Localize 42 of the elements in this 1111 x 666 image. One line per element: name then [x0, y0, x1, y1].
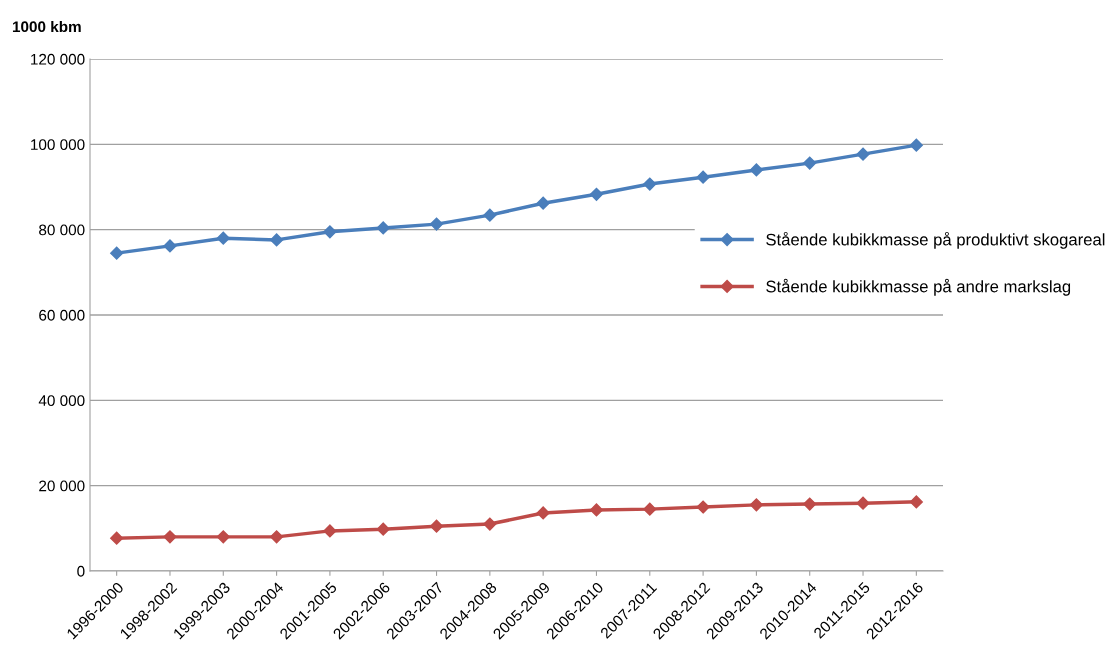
point — [749, 498, 763, 512]
point — [216, 530, 230, 544]
point — [749, 163, 763, 177]
point — [483, 208, 497, 222]
point — [536, 196, 550, 210]
point — [909, 495, 923, 509]
point — [163, 239, 177, 253]
point — [110, 531, 124, 545]
point — [696, 170, 710, 184]
point — [270, 530, 284, 544]
point — [429, 217, 444, 231]
point — [323, 524, 337, 538]
point — [536, 506, 550, 520]
point — [216, 231, 230, 245]
y-tick-label: 80 000 — [39, 224, 85, 236]
point — [376, 221, 390, 235]
y-tick-label: 20 000 — [39, 480, 85, 492]
legend-label: Stående kubikkmasse på produktivt skogareal — [766, 231, 1105, 249]
point — [856, 496, 870, 510]
point — [270, 233, 284, 247]
point — [589, 503, 604, 517]
point — [803, 156, 817, 170]
point — [856, 147, 870, 161]
point — [483, 517, 497, 531]
point — [696, 500, 710, 514]
point — [589, 187, 604, 201]
y-tick-label: 0 — [77, 565, 85, 577]
point — [163, 530, 177, 544]
y-axis-title: 1000 kbm — [12, 20, 81, 33]
point — [909, 138, 923, 152]
point — [643, 502, 657, 516]
point — [643, 177, 657, 191]
point — [376, 522, 390, 536]
point — [110, 246, 124, 260]
legend-label: Stående kubikkmasse på andre markslag — [766, 278, 1071, 296]
point — [803, 497, 817, 511]
point — [323, 225, 337, 239]
y-tick-label: 60 000 — [39, 309, 85, 321]
y-tick-label: 100 000 — [31, 139, 85, 151]
y-tick-label: 120 000 — [31, 53, 85, 65]
y-tick-label: 40 000 — [38, 395, 85, 407]
point — [429, 519, 444, 533]
